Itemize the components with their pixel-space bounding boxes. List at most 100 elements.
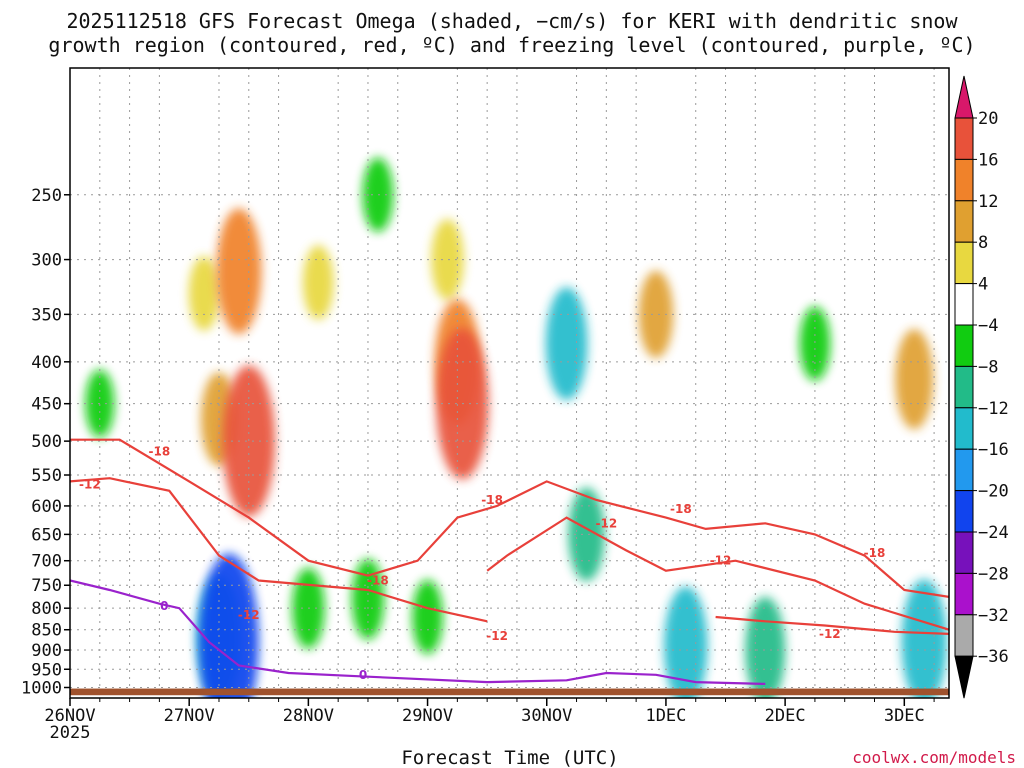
grid-lines <box>70 68 949 698</box>
colorbar-bottom-arrow <box>954 655 974 699</box>
contour-label: -18 <box>670 502 692 516</box>
contour-label: -12 <box>79 478 101 492</box>
x-tick-label: 27NOV <box>164 706 215 726</box>
colorbar-top-arrow <box>954 75 974 119</box>
omega-cell <box>745 596 786 698</box>
omega-cell <box>895 329 934 430</box>
dgz-contour-line <box>70 438 949 598</box>
contour-label: 0 <box>160 599 168 613</box>
dgz-contour-line <box>715 615 949 635</box>
colorbar-segment <box>954 241 974 285</box>
colorbar-label: 4 <box>978 275 988 295</box>
contour-labels: -18 -12 -12 -18 -18 -12 -12 -18 -12 -12 -18 0 0 <box>79 445 885 682</box>
omega-cell <box>545 287 588 400</box>
colorbar-label: −4 <box>978 316 998 336</box>
colorbar: 20 16 12 8 4 −4 −8 −12 −16 −20 −24 −28 −32 −36 <box>954 75 1009 699</box>
colorbar-segment <box>954 572 974 616</box>
y-tick-label: 900 <box>31 641 62 661</box>
colorbar-label: −28 <box>978 564 1009 584</box>
contour-label: -18 <box>367 573 389 587</box>
contour-label: -18 <box>149 445 171 459</box>
freezing-level-line <box>70 579 766 685</box>
contour-label: -12 <box>819 627 841 641</box>
omega-cell <box>431 219 464 300</box>
colorbar-label: −20 <box>978 482 1009 502</box>
omega-cell <box>216 208 262 335</box>
y-tick-label: 400 <box>31 353 62 373</box>
contour-label: -12 <box>238 608 260 622</box>
x-tick-label: 26NOV <box>44 706 95 726</box>
colorbar-label: −32 <box>978 606 1009 626</box>
y-tick-label: 450 <box>31 395 62 415</box>
x-axis-label: Forecast Time (UTC) <box>401 747 618 768</box>
colorbar-label: 12 <box>978 192 998 212</box>
y-tick-label: 350 <box>31 305 62 325</box>
plot-frame <box>69 67 950 699</box>
colorbar-segment <box>954 407 974 450</box>
colorbar-segment <box>954 158 974 202</box>
x-year-label: 2025 <box>50 723 91 743</box>
credit-text: coolwx.com/models <box>852 748 1016 767</box>
colorbar-label: −16 <box>978 440 1009 460</box>
colorbar-label: −12 <box>978 399 1009 419</box>
y-axis: 2503003504004505005506006507007508008509… <box>21 186 70 698</box>
plot-area: -18 -12 -12 -18 -18 -12 -12 -18 -12 -12 -18 0 0 <box>69 67 950 699</box>
omega-cell <box>568 487 605 582</box>
y-tick-label: 950 <box>31 660 62 680</box>
omega-cell <box>362 157 394 232</box>
chart-title-line2: growth region (contoured, red, ºC) and f… <box>48 33 975 57</box>
colorbar-label: −36 <box>978 647 1009 667</box>
y-tick-label: 300 <box>31 251 62 271</box>
contour-label: -18 <box>481 493 503 507</box>
terrain-band <box>70 688 949 696</box>
colorbar-segment <box>954 200 974 243</box>
contour-label: -12 <box>595 516 617 530</box>
colorbar-segment <box>954 490 974 533</box>
contour-label: -18 <box>864 546 886 560</box>
colorbar-segment <box>954 614 974 657</box>
y-tick-label: 850 <box>31 621 62 641</box>
omega-shading <box>85 157 947 698</box>
omega-cell <box>199 553 259 698</box>
y-tick-label: 550 <box>31 466 62 486</box>
chart-title-line1: 2025112518 GFS Forecast Omega (shaded, −… <box>66 9 958 33</box>
contour-label: -12 <box>486 629 508 643</box>
x-tick-label: 29NOV <box>402 706 453 726</box>
colorbar-segment <box>954 365 974 409</box>
y-tick-label: 700 <box>31 552 62 572</box>
y-tick-label: 800 <box>31 599 62 619</box>
colorbar-segment <box>954 117 974 160</box>
omega-cell <box>638 270 674 358</box>
omega-cell <box>799 306 831 381</box>
omega-cell <box>302 245 334 320</box>
y-tick-label: 500 <box>31 432 62 452</box>
contour-label: -12 <box>710 554 732 568</box>
colorbar-label: 16 <box>978 150 998 170</box>
y-tick-label: 650 <box>31 525 62 545</box>
colorbar-segment <box>954 283 974 326</box>
dgz-contour-line <box>70 477 488 623</box>
x-tick-label: 28NOV <box>283 706 334 726</box>
omega-cell <box>412 579 443 655</box>
x-tick-label: 2DEC <box>765 706 806 726</box>
contour-lines <box>70 438 949 685</box>
colorbar-label: 8 <box>978 233 988 253</box>
y-tick-label: 750 <box>31 576 62 596</box>
omega-cell <box>351 558 385 640</box>
colorbar-label: −8 <box>978 357 998 377</box>
x-axis: 26NOV 27NOV 28NOV 29NOV 30NOV 1DEC 2DEC 3DEC 202… <box>44 698 935 743</box>
colorbar-label: −24 <box>978 523 1009 543</box>
colorbar-segment <box>954 531 974 574</box>
omega-cell <box>901 579 947 698</box>
y-tick-label: 600 <box>31 497 62 517</box>
colorbar-label: 20 <box>978 109 998 129</box>
omega-cell <box>222 365 275 517</box>
colorbar-segment <box>954 324 974 367</box>
x-tick-label: 3DEC <box>884 706 925 726</box>
omega-cell <box>188 256 220 331</box>
y-tick-label: 250 <box>31 186 62 206</box>
x-tick-label: 30NOV <box>521 706 572 726</box>
dgz-contour-line <box>486 516 949 631</box>
y-tick-label: 1000 <box>21 678 62 698</box>
contour-label: 0 <box>359 668 367 682</box>
